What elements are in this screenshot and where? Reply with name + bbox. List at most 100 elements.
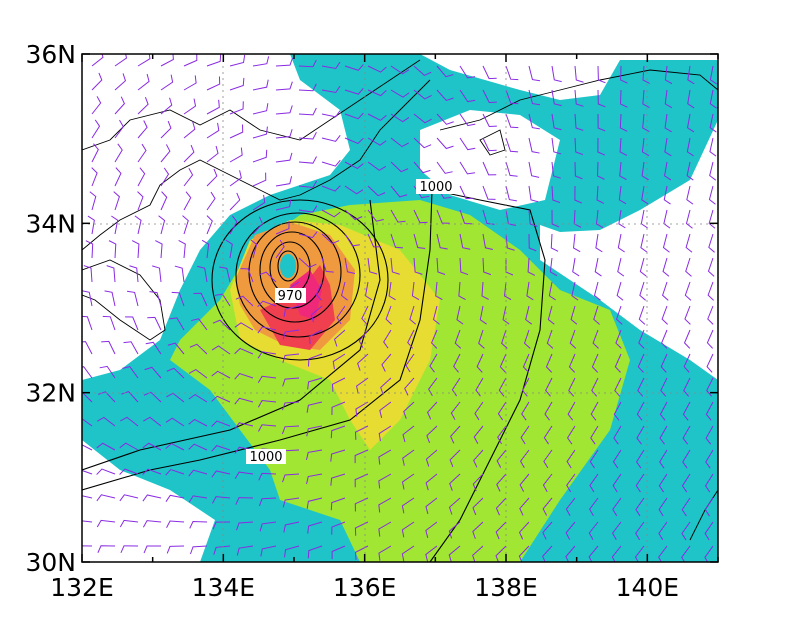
wind-barb: [459, 113, 476, 127]
wind-barb: [82, 341, 93, 355]
wind-barb: [315, 281, 323, 301]
wind-barb: [708, 209, 716, 229]
wind-barb: [149, 291, 162, 307]
wind-barb: [155, 240, 163, 259]
wind-barb: [456, 305, 464, 325]
wind-barb: [111, 215, 119, 235]
wind-barb: [191, 318, 208, 331]
wind-barb: [367, 161, 387, 171]
wind-barb: [501, 329, 508, 349]
wind-barb: [454, 329, 462, 349]
wind-barb: [298, 131, 317, 140]
wind-barb: [390, 89, 410, 98]
wind-barb: [597, 137, 606, 156]
wind-barb: [528, 161, 540, 178]
wind-barb: [97, 416, 116, 427]
wind-barb: [137, 191, 144, 211]
wind-barb: [257, 300, 277, 308]
wind-barb: [120, 416, 139, 427]
wind-barb: [482, 113, 497, 128]
wind-barb: [505, 161, 518, 177]
wind-barb: [519, 473, 530, 492]
wind-barb: [709, 161, 717, 181]
wind-barb: [685, 257, 692, 277]
wind-barb: [551, 161, 561, 179]
wind-barb: [595, 233, 603, 253]
wind-barb: [413, 137, 432, 149]
wind-barb: [495, 521, 507, 540]
wind-barb: [282, 353, 300, 363]
wind-barb: [367, 185, 386, 197]
y-tick-label: 32N: [25, 379, 76, 408]
wind-barb: [472, 521, 484, 539]
wind-barb: [568, 377, 576, 397]
wind-barb: [574, 185, 583, 204]
wind-barb: [449, 449, 461, 468]
wind-barb: [114, 143, 123, 163]
wind-barb: [542, 545, 553, 562]
wind-barb: [522, 353, 530, 373]
wind-barb: [704, 497, 714, 517]
wind-barb: [142, 442, 162, 451]
wind-barb: [664, 161, 672, 181]
wind-barb: [380, 377, 392, 395]
wind-barb: [642, 113, 650, 133]
wind-barb: [566, 425, 576, 445]
wind-barb: [638, 329, 645, 349]
wind-barb: [636, 425, 645, 445]
wind-barb: [436, 89, 454, 102]
wind-barb: [284, 545, 300, 558]
wind-barb: [592, 329, 599, 349]
wind-barb: [705, 449, 714, 469]
wind-barb: [298, 257, 317, 268]
wind-barb: [430, 329, 438, 349]
x-tick-label: 136E: [333, 573, 397, 602]
wind-barb: [235, 295, 254, 307]
wind-barb: [687, 113, 695, 133]
wind-barb: [143, 416, 162, 427]
wind-barb: [497, 425, 507, 445]
wind-barb: [401, 521, 415, 538]
wind-barb: [684, 281, 692, 301]
wind-barb: [390, 233, 404, 249]
wind-barb: [298, 59, 317, 68]
wind-barb: [593, 281, 601, 301]
wind-barb: [367, 257, 378, 275]
wind-barb: [137, 96, 149, 115]
wind-barb: [96, 494, 116, 502]
map-area: [82, 54, 718, 562]
wind-barb: [436, 209, 450, 224]
wind-barb: [663, 209, 671, 229]
wind-barb: [432, 305, 440, 325]
wind-barb: [450, 425, 461, 444]
wind-barb: [356, 377, 369, 394]
wind-barb: [402, 449, 415, 466]
wind-barb: [336, 305, 346, 325]
wind-barb: [344, 209, 363, 221]
wind-barb: [476, 353, 484, 373]
wind-barb: [102, 315, 116, 331]
wind-barb: [101, 340, 116, 355]
wind-barb: [183, 54, 198, 67]
wind-barb: [435, 281, 443, 301]
wind-barb: [413, 65, 432, 76]
wind-barb: [82, 366, 93, 379]
wind-barb: [619, 113, 628, 132]
wind-barb: [618, 209, 626, 229]
wind-barb: [542, 473, 553, 492]
wind-barb: [686, 185, 694, 205]
wind-barb: [258, 472, 277, 481]
wind-barb: [275, 176, 293, 187]
wind-barb: [448, 521, 461, 539]
wind-barb: [119, 494, 139, 502]
wind-barb: [114, 167, 122, 187]
wind-barb: [82, 520, 93, 523]
wind-barb: [473, 449, 484, 468]
wind-barb: [306, 401, 323, 413]
wind-barb: [275, 239, 285, 259]
wind-barb: [545, 377, 553, 397]
wind-barb: [495, 545, 507, 562]
wind-barb: [367, 233, 382, 248]
wind-barb: [425, 473, 438, 491]
wind-barb: [620, 89, 628, 108]
